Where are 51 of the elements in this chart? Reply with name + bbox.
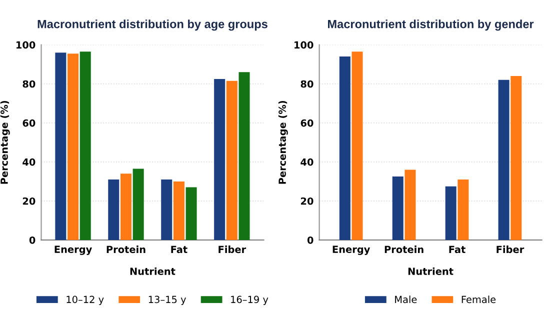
bar [161,179,172,240]
y-tick-label: 0 [29,236,36,244]
legend-label: Female [462,296,496,304]
legend-label: 13–15 y [148,296,186,306]
y-axis-title: Percentage (%) [0,100,10,184]
x-tick-label: Fat [449,246,466,254]
bar [186,187,197,240]
legend-label: 10–12 y [66,296,104,306]
bar [510,76,522,240]
bar [80,52,91,240]
y-tick-label: 20 [22,197,36,205]
bar [108,179,120,240]
bar [68,54,79,240]
x-tick-label: Fat [171,246,188,254]
bar [352,52,363,240]
y-axis-title: Percentage (%) [278,100,288,184]
bar [404,170,416,240]
bar [120,174,132,240]
x-axis-title: Nutrient [130,267,176,275]
y-tick-label: 0 [307,236,314,244]
bar [173,181,184,240]
y-tick-label: 80 [22,80,36,88]
x-tick-label: Energy [54,246,92,255]
x-tick-label: Energy [332,246,370,255]
y-tick-label: 100 [16,41,36,49]
bar [458,179,469,240]
x-tick-label: Fiber [496,246,524,254]
x-tick-label: Fiber [218,246,246,254]
bar [55,52,66,240]
x-tick-label: Protein [106,246,146,254]
y-tick-label: 40 [22,158,36,166]
legend-label: Male [395,296,417,304]
bar [339,56,350,240]
legend-label: 16–19 y [231,296,268,306]
y-tick-label: 100 [294,41,314,49]
y-tick-label: 60 [300,119,314,127]
x-tick-label: Protein [384,246,424,254]
chart-title: Macronutrient distribution by gender [328,20,534,31]
y-tick-label: 60 [22,119,36,127]
chart-title: Macronutrient distribution by age groups [38,20,268,31]
bar [132,168,144,240]
y-tick-label: 20 [300,197,314,205]
bar [498,80,510,240]
bar [226,80,238,240]
bar [445,186,456,240]
bar [238,72,250,240]
bar [214,78,226,240]
bar [392,176,404,240]
x-axis-title: Nutrient [408,267,454,275]
y-tick-label: 80 [300,80,314,88]
y-tick-label: 40 [300,158,314,166]
